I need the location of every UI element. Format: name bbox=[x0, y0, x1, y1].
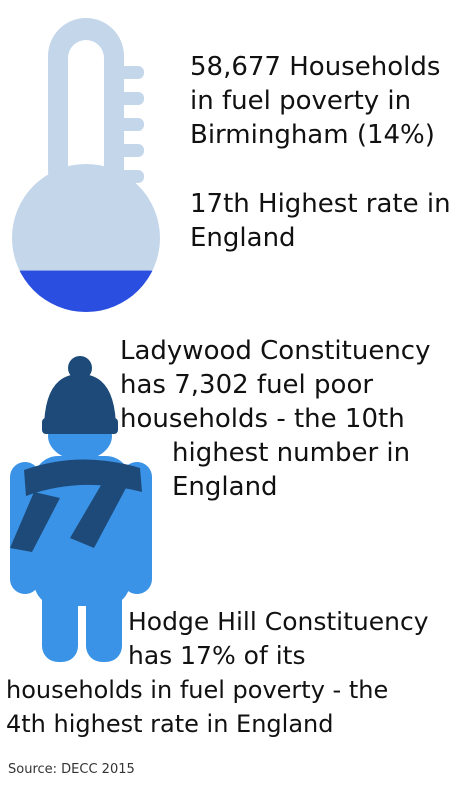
ladywood-statement: Ladywood Constituency has 7,302 fuel poo… bbox=[120, 334, 431, 504]
hodge-hill-line-4: 4th highest rate in England bbox=[6, 710, 334, 738]
households-statement: 58,677 Households in fuel poverty in Bir… bbox=[190, 50, 440, 152]
hodge-hill-line-2: has 17% of its bbox=[128, 641, 306, 670]
households-line-2: in fuel poverty in bbox=[190, 86, 412, 116]
ladywood-line-1: Ladywood Constituency bbox=[120, 336, 431, 366]
rate-line-2: England bbox=[190, 223, 296, 253]
hodge-hill-line-3: households in fuel poverty - the bbox=[6, 676, 389, 704]
households-line-1: 58,677 Households bbox=[190, 52, 441, 82]
ladywood-line-2: has 7,302 fuel poor bbox=[120, 370, 374, 400]
cold-person-icon bbox=[4, 352, 162, 664]
households-line-3: Birmingham (14%) bbox=[190, 120, 435, 150]
thermometer-icon bbox=[10, 14, 162, 316]
rate-line-1: 17th Highest rate in bbox=[190, 189, 451, 219]
hodge-hill-statement: Hodge Hill Constituency has 17% of its h… bbox=[0, 605, 470, 741]
source-note: Source: DECC 2015 bbox=[8, 762, 135, 777]
ladywood-line-3: households - the 10th bbox=[120, 404, 405, 434]
ladywood-line-5: England bbox=[172, 472, 278, 502]
ladywood-line-4: highest number in bbox=[172, 438, 411, 468]
hodge-hill-line-1: Hodge Hill Constituency bbox=[128, 607, 429, 636]
rate-statement: 17th Highest rate in England bbox=[190, 187, 451, 255]
